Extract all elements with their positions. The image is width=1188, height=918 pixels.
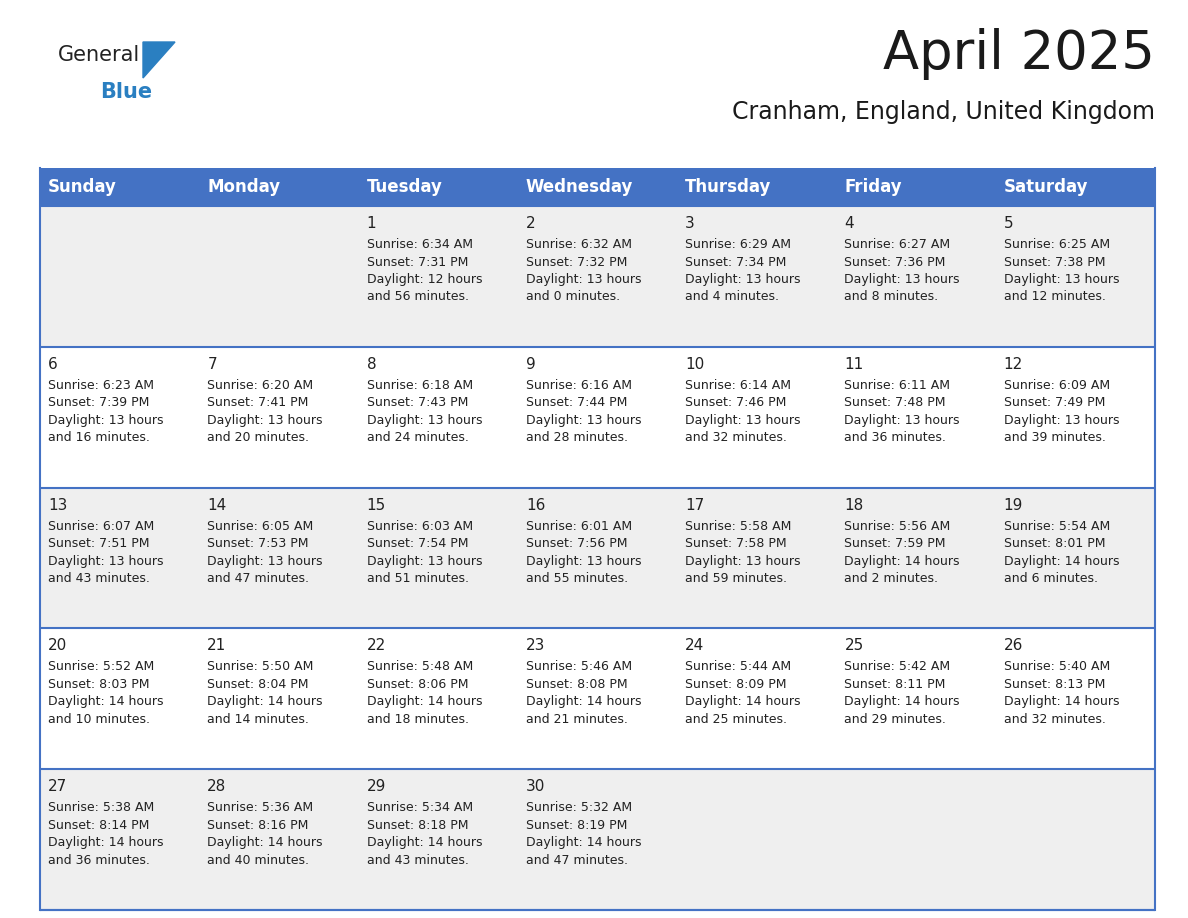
Text: Sunrise: 5:40 AM
Sunset: 8:13 PM
Daylight: 14 hours
and 32 minutes.: Sunrise: 5:40 AM Sunset: 8:13 PM Dayligh… — [1004, 660, 1119, 726]
Text: 29: 29 — [367, 779, 386, 794]
Text: 25: 25 — [845, 638, 864, 654]
Text: 8: 8 — [367, 357, 377, 372]
Text: 23: 23 — [526, 638, 545, 654]
Text: 1: 1 — [367, 216, 377, 231]
Text: Sunrise: 6:03 AM
Sunset: 7:54 PM
Daylight: 13 hours
and 51 minutes.: Sunrise: 6:03 AM Sunset: 7:54 PM Dayligh… — [367, 520, 482, 585]
Bar — [40, 168, 1155, 206]
Text: 27: 27 — [48, 779, 68, 794]
Text: Sunday: Sunday — [48, 178, 116, 196]
Text: Sunrise: 5:48 AM
Sunset: 8:06 PM
Daylight: 14 hours
and 18 minutes.: Sunrise: 5:48 AM Sunset: 8:06 PM Dayligh… — [367, 660, 482, 726]
Text: Thursday: Thursday — [685, 178, 771, 196]
Text: Sunrise: 5:34 AM
Sunset: 8:18 PM
Daylight: 14 hours
and 43 minutes.: Sunrise: 5:34 AM Sunset: 8:18 PM Dayligh… — [367, 801, 482, 867]
Text: 16: 16 — [526, 498, 545, 512]
Bar — [40, 206, 1155, 347]
Text: Sunrise: 5:46 AM
Sunset: 8:08 PM
Daylight: 14 hours
and 21 minutes.: Sunrise: 5:46 AM Sunset: 8:08 PM Dayligh… — [526, 660, 642, 726]
Text: Sunrise: 5:42 AM
Sunset: 8:11 PM
Daylight: 14 hours
and 29 minutes.: Sunrise: 5:42 AM Sunset: 8:11 PM Dayligh… — [845, 660, 960, 726]
Text: Sunrise: 6:01 AM
Sunset: 7:56 PM
Daylight: 13 hours
and 55 minutes.: Sunrise: 6:01 AM Sunset: 7:56 PM Dayligh… — [526, 520, 642, 585]
Text: 26: 26 — [1004, 638, 1023, 654]
Text: General: General — [58, 45, 140, 65]
Text: Sunrise: 6:18 AM
Sunset: 7:43 PM
Daylight: 13 hours
and 24 minutes.: Sunrise: 6:18 AM Sunset: 7:43 PM Dayligh… — [367, 379, 482, 444]
Text: Sunrise: 6:20 AM
Sunset: 7:41 PM
Daylight: 13 hours
and 20 minutes.: Sunrise: 6:20 AM Sunset: 7:41 PM Dayligh… — [207, 379, 323, 444]
Text: Sunrise: 5:44 AM
Sunset: 8:09 PM
Daylight: 14 hours
and 25 minutes.: Sunrise: 5:44 AM Sunset: 8:09 PM Dayligh… — [685, 660, 801, 726]
Bar — [40, 769, 1155, 910]
Text: Sunrise: 5:52 AM
Sunset: 8:03 PM
Daylight: 14 hours
and 10 minutes.: Sunrise: 5:52 AM Sunset: 8:03 PM Dayligh… — [48, 660, 164, 726]
Text: Friday: Friday — [845, 178, 902, 196]
Text: Sunrise: 6:16 AM
Sunset: 7:44 PM
Daylight: 13 hours
and 28 minutes.: Sunrise: 6:16 AM Sunset: 7:44 PM Dayligh… — [526, 379, 642, 444]
Text: Sunrise: 5:50 AM
Sunset: 8:04 PM
Daylight: 14 hours
and 14 minutes.: Sunrise: 5:50 AM Sunset: 8:04 PM Dayligh… — [207, 660, 323, 726]
Text: Sunrise: 6:34 AM
Sunset: 7:31 PM
Daylight: 12 hours
and 56 minutes.: Sunrise: 6:34 AM Sunset: 7:31 PM Dayligh… — [367, 238, 482, 304]
Text: 24: 24 — [685, 638, 704, 654]
Text: Wednesday: Wednesday — [526, 178, 633, 196]
Text: 10: 10 — [685, 357, 704, 372]
Text: Sunrise: 5:36 AM
Sunset: 8:16 PM
Daylight: 14 hours
and 40 minutes.: Sunrise: 5:36 AM Sunset: 8:16 PM Dayligh… — [207, 801, 323, 867]
Text: 22: 22 — [367, 638, 386, 654]
Text: Cranham, England, United Kingdom: Cranham, England, United Kingdom — [732, 100, 1155, 124]
Text: Blue: Blue — [100, 82, 152, 102]
Text: Monday: Monday — [207, 178, 280, 196]
Text: Sunrise: 6:25 AM
Sunset: 7:38 PM
Daylight: 13 hours
and 12 minutes.: Sunrise: 6:25 AM Sunset: 7:38 PM Dayligh… — [1004, 238, 1119, 304]
Text: Sunrise: 6:14 AM
Sunset: 7:46 PM
Daylight: 13 hours
and 32 minutes.: Sunrise: 6:14 AM Sunset: 7:46 PM Dayligh… — [685, 379, 801, 444]
Text: Sunrise: 5:58 AM
Sunset: 7:58 PM
Daylight: 13 hours
and 59 minutes.: Sunrise: 5:58 AM Sunset: 7:58 PM Dayligh… — [685, 520, 801, 585]
Text: 12: 12 — [1004, 357, 1023, 372]
Text: Sunrise: 6:29 AM
Sunset: 7:34 PM
Daylight: 13 hours
and 4 minutes.: Sunrise: 6:29 AM Sunset: 7:34 PM Dayligh… — [685, 238, 801, 304]
Text: 2: 2 — [526, 216, 536, 231]
Text: 14: 14 — [207, 498, 227, 512]
Text: 6: 6 — [48, 357, 58, 372]
Text: 18: 18 — [845, 498, 864, 512]
Text: April 2025: April 2025 — [883, 28, 1155, 80]
Text: 30: 30 — [526, 779, 545, 794]
Text: 17: 17 — [685, 498, 704, 512]
Text: 11: 11 — [845, 357, 864, 372]
Text: 20: 20 — [48, 638, 68, 654]
Text: Sunrise: 6:23 AM
Sunset: 7:39 PM
Daylight: 13 hours
and 16 minutes.: Sunrise: 6:23 AM Sunset: 7:39 PM Dayligh… — [48, 379, 164, 444]
Text: 4: 4 — [845, 216, 854, 231]
Text: Sunrise: 5:32 AM
Sunset: 8:19 PM
Daylight: 14 hours
and 47 minutes.: Sunrise: 5:32 AM Sunset: 8:19 PM Dayligh… — [526, 801, 642, 867]
Text: Saturday: Saturday — [1004, 178, 1088, 196]
Text: 28: 28 — [207, 779, 227, 794]
Text: Sunrise: 6:07 AM
Sunset: 7:51 PM
Daylight: 13 hours
and 43 minutes.: Sunrise: 6:07 AM Sunset: 7:51 PM Dayligh… — [48, 520, 164, 585]
Text: 15: 15 — [367, 498, 386, 512]
Text: Sunrise: 5:54 AM
Sunset: 8:01 PM
Daylight: 14 hours
and 6 minutes.: Sunrise: 5:54 AM Sunset: 8:01 PM Dayligh… — [1004, 520, 1119, 585]
Text: 19: 19 — [1004, 498, 1023, 512]
Text: Tuesday: Tuesday — [367, 178, 442, 196]
Polygon shape — [143, 42, 175, 78]
Text: Sunrise: 5:38 AM
Sunset: 8:14 PM
Daylight: 14 hours
and 36 minutes.: Sunrise: 5:38 AM Sunset: 8:14 PM Dayligh… — [48, 801, 164, 867]
Bar — [40, 487, 1155, 629]
Text: Sunrise: 6:05 AM
Sunset: 7:53 PM
Daylight: 13 hours
and 47 minutes.: Sunrise: 6:05 AM Sunset: 7:53 PM Dayligh… — [207, 520, 323, 585]
Text: Sunrise: 5:56 AM
Sunset: 7:59 PM
Daylight: 14 hours
and 2 minutes.: Sunrise: 5:56 AM Sunset: 7:59 PM Dayligh… — [845, 520, 960, 585]
Text: Sunrise: 6:09 AM
Sunset: 7:49 PM
Daylight: 13 hours
and 39 minutes.: Sunrise: 6:09 AM Sunset: 7:49 PM Dayligh… — [1004, 379, 1119, 444]
Text: Sunrise: 6:11 AM
Sunset: 7:48 PM
Daylight: 13 hours
and 36 minutes.: Sunrise: 6:11 AM Sunset: 7:48 PM Dayligh… — [845, 379, 960, 444]
Text: Sunrise: 6:27 AM
Sunset: 7:36 PM
Daylight: 13 hours
and 8 minutes.: Sunrise: 6:27 AM Sunset: 7:36 PM Dayligh… — [845, 238, 960, 304]
Text: 9: 9 — [526, 357, 536, 372]
Text: 5: 5 — [1004, 216, 1013, 231]
Bar — [40, 347, 1155, 487]
Text: 3: 3 — [685, 216, 695, 231]
Text: Sunrise: 6:32 AM
Sunset: 7:32 PM
Daylight: 13 hours
and 0 minutes.: Sunrise: 6:32 AM Sunset: 7:32 PM Dayligh… — [526, 238, 642, 304]
Text: 13: 13 — [48, 498, 68, 512]
Text: 7: 7 — [207, 357, 217, 372]
Bar — [40, 629, 1155, 769]
Text: 21: 21 — [207, 638, 227, 654]
